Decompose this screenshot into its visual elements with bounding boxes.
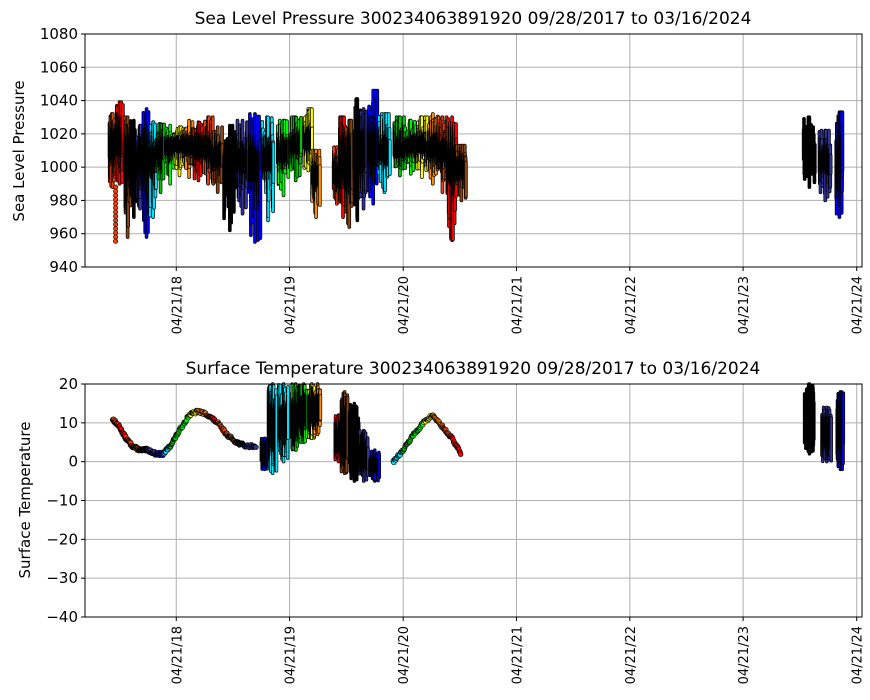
x-tick-label: 04/21/22 [624, 626, 639, 684]
x-tick-label: 04/21/23 [737, 276, 752, 334]
y-tick-label: 0 [68, 453, 78, 471]
temperature-data-point [253, 444, 259, 450]
x-tick-label: 04/21/18 [170, 626, 185, 684]
pressure-x-ticks: 04/21/18 04/21/19 04/21/20 04/21/21 04/21/22… [170, 267, 866, 334]
x-tick-label: 04/21/24 [851, 626, 866, 684]
pressure-data-point [113, 192, 119, 198]
temperature-y-axis-label: Surface Temperature [16, 422, 34, 579]
pressure-data-point [113, 230, 119, 236]
pressure-data-point [113, 184, 119, 190]
pressure-data-point [113, 217, 119, 223]
pressure-y-axis-label: Sea Level Pressure [10, 80, 28, 221]
x-tick-label: 04/21/21 [510, 626, 525, 684]
pressure-plot-frame [84, 33, 863, 268]
x-tick-label: 04/21/20 [397, 276, 412, 334]
y-tick-label: 1020 [40, 125, 78, 143]
y-tick-label: 960 [49, 225, 78, 243]
pressure-data-point [113, 209, 119, 215]
y-tick-label: 1060 [40, 58, 78, 76]
y-tick-label: 940 [49, 258, 78, 276]
pressure-data-point [113, 197, 119, 203]
x-tick-label: 04/21/23 [737, 626, 752, 684]
pressure-data-points [107, 88, 845, 244]
pressure-y-ticks: 940 960 980 1000 1020 1040 1060 1080 [40, 25, 85, 276]
temperature-chart: Surface Temperature 300234063891920 09/2… [16, 359, 866, 684]
x-tick-label: 04/21/18 [170, 276, 185, 334]
y-tick-label: 1080 [40, 25, 78, 43]
temperature-x-ticks: 04/21/18 04/21/19 04/21/20 04/21/21 04/21/22… [170, 617, 866, 684]
temperature-data-points [109, 382, 846, 483]
x-tick-label: 04/21/19 [284, 276, 299, 334]
pressure-data-point [113, 201, 119, 207]
temperature-plot-frame [84, 383, 863, 618]
y-tick-label: −10 [46, 492, 78, 510]
x-tick-label: 04/21/20 [397, 626, 412, 684]
y-tick-label: −30 [46, 569, 78, 587]
y-tick-label: 1040 [40, 92, 78, 110]
x-tick-label: 04/21/19 [284, 626, 299, 684]
y-tick-label: −40 [46, 608, 78, 626]
temperature-data-point [457, 451, 464, 457]
pressure-data-point [113, 188, 119, 194]
pressure-chart: Sea Level Pressure 300234063891920 09/28… [10, 9, 866, 334]
x-tick-label: 04/21/24 [851, 276, 866, 334]
y-tick-label: 20 [59, 375, 78, 393]
x-tick-label: 04/21/22 [624, 276, 639, 334]
temperature-chart-title: Surface Temperature 300234063891920 09/2… [186, 359, 761, 379]
y-tick-label: 10 [59, 414, 78, 432]
pressure-data-point [113, 226, 119, 232]
x-tick-label: 04/21/21 [510, 276, 525, 334]
y-tick-label: 1000 [40, 158, 78, 176]
y-tick-label: −20 [46, 530, 78, 548]
pressure-chart-title: Sea Level Pressure 300234063891920 09/28… [195, 9, 752, 29]
pressure-data-point [113, 238, 119, 244]
temperature-y-ticks: −40 −30 −20 −10 0 10 20 [46, 375, 85, 626]
pressure-data-point [113, 205, 119, 211]
pressure-data-point [113, 222, 119, 228]
pressure-data-point [113, 213, 119, 219]
y-tick-label: 980 [49, 191, 78, 209]
pressure-data-point [113, 234, 119, 240]
